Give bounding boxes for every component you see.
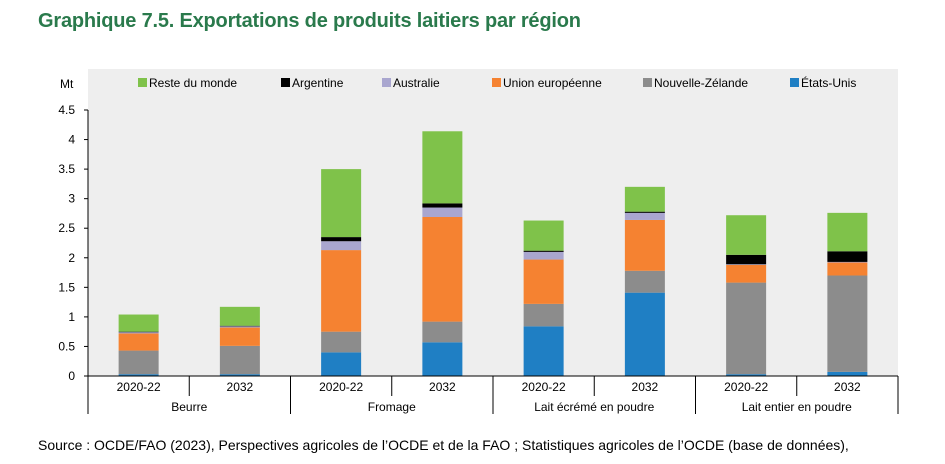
legend-swatch-argentine [281,78,290,87]
legend-swatch-nouvelle-zelande [643,78,652,87]
bar-segment-nouvelle-zelande [321,331,362,353]
bar-segment-australie [321,241,362,251]
bar-segment-reste-du-monde [827,212,868,252]
y-tick-label: 1.5 [58,280,75,294]
bar-segment-nouvelle-zelande [726,282,767,375]
legend: Reste du monde Argentine Australie Union eu… [138,75,856,90]
legend-label-reste-du-monde: Reste du monde [149,76,237,90]
x-tick-label: 2020-22 [319,380,363,394]
x-tick-label: 2032 [834,380,861,394]
source-text: OCDE/FAO (2023), Perspectives agricoles … [94,437,849,453]
y-axis: 0 0.5 1 1.5 2 2.5 3 3.5 4 4.5 [58,103,89,383]
y-tick-label: 2.5 [58,221,75,235]
plot-background [88,69,898,376]
bar-segment-reste-du-monde [624,186,665,212]
bar-segment-argentine [219,325,260,327]
y-tick-label: 3 [68,192,75,206]
bar-segment-argentine [523,250,564,252]
legend-swatch-union-europeenne [492,78,501,87]
bar-segment-etats-unis [422,342,463,376]
bar-segment-etats-unis [219,374,260,376]
x-tick-label: 2020-22 [522,380,566,394]
x-tick-label: 2020-22 [117,380,161,394]
bar-segment-union-europeenne [118,333,159,351]
legend-label-australie: Australie [393,76,440,90]
source-note: Source : OCDE/FAO (2023), Perspectives a… [38,437,918,453]
bar-segment-argentine [827,251,868,262]
bar-segment-reste-du-monde [422,131,463,204]
bar-segment-union-europeenne [827,262,868,276]
bar-segment-reste-du-monde [321,169,362,238]
x-group-label: Fromage [368,400,416,414]
chart-title: Graphique 7.5. Exportations de produits … [38,10,581,32]
bar-segment-nouvelle-zelande [219,345,260,375]
bar-segment-argentine [321,237,362,242]
bar-segment-reste-du-monde [726,215,767,255]
bar-segment-union-europeenne [523,259,564,304]
bar-segment-nouvelle-zelande [624,270,665,293]
bar-segment-etats-unis [523,326,564,376]
bar-segment-union-europeenne [624,219,665,271]
bar-segment-nouvelle-zelande [827,275,868,372]
bar-segment-nouvelle-zelande [422,321,463,343]
x-tick-label: 2032 [227,380,254,394]
bar-segment-reste-du-monde [219,306,260,326]
x-tick-label: 2032 [429,380,456,394]
x-group-label: Lait entier en poudre [742,400,852,414]
y-tick-label: 0.5 [58,339,75,353]
bar-segment-australie [219,326,260,328]
bars [118,131,868,376]
legend-label-argentine: Argentine [292,76,344,90]
y-tick-label: 0 [68,369,75,383]
bar-segment-nouvelle-zelande [523,303,564,327]
x-group-label: Lait écrémé en poudre [534,400,654,414]
x-tick-label: 2032 [632,380,659,394]
bar-segment-australie [523,251,564,260]
bar-segment-union-europeenne [726,264,767,283]
bar-segment-argentine [422,203,463,208]
y-tick-label: 3.5 [58,162,75,176]
bar-segment-australie [118,332,159,334]
x-group-label: Beurre [171,400,207,414]
bar-segment-australie [827,261,868,263]
bar-segment-union-europeenne [422,216,463,322]
bar-segment-reste-du-monde [523,220,564,251]
bar-segment-etats-unis [118,374,159,376]
legend-label-union-europeenne: Union européenne [503,76,602,90]
bar-segment-australie [422,207,463,217]
bar-segment-argentine [624,211,665,213]
x-tick-label: 2020-22 [724,380,768,394]
legend-swatch-australie [382,78,391,87]
bar-segment-reste-du-monde [118,314,159,332]
y-axis-unit-label: Mt [60,77,74,91]
bar-segment-union-europeenne [321,250,362,332]
stacked-bar-chart: Reste du monde Argentine Australie Union eu… [58,69,899,414]
bar-segment-etats-unis [726,374,767,376]
bar-segment-argentine [726,254,767,265]
y-tick-label: 4 [68,133,75,147]
bar-segment-etats-unis [624,292,665,376]
bar-segment-etats-unis [321,352,362,376]
bar-segment-australie [726,264,767,265]
bar-segment-union-europeenne [219,327,260,346]
x-axis: 2020-22 2032 Beurre 2020-22 2032 Fromage 2020-… [87,375,899,414]
source-label: Source : [38,437,91,453]
y-tick-label: 1 [68,310,75,324]
y-tick-label: 2 [68,251,75,265]
legend-label-nouvelle-zelande: Nouvelle-Zélande [654,76,748,90]
y-tick-label: 4.5 [58,103,75,117]
bar-segment-nouvelle-zelande [118,350,159,375]
bar-segment-australie [624,212,665,220]
legend-swatch-reste-du-monde [138,78,147,87]
bar-segment-etats-unis [827,371,868,376]
legend-swatch-etats-unis [790,78,799,87]
bar-segment-argentine [118,331,159,333]
legend-label-etats-unis: États-Unis [801,75,856,90]
